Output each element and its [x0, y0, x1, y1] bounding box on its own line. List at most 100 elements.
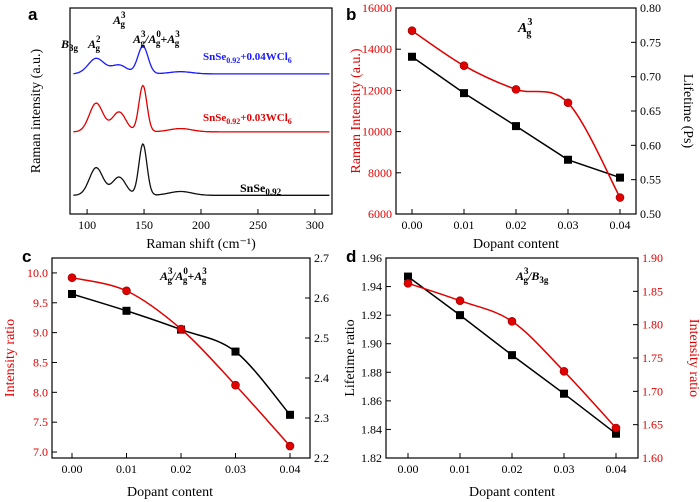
data-point-circle [611, 423, 621, 433]
x-axis-label-a: Raman shift (cm⁻¹) [146, 237, 256, 252]
x-axis-label-c: Dopant content [127, 485, 213, 500]
y-axis-left-label-c: Intensity ratio [3, 319, 18, 397]
y-tick-label-left: 8.5 [33, 355, 48, 369]
data-point-circle [563, 98, 573, 108]
series-c [67, 273, 295, 451]
y-axis-left-label-d: Lifetime ratio [343, 319, 358, 396]
data-point-square [560, 389, 568, 398]
y-tick-label-right: 1.60 [642, 451, 663, 465]
y-tick-label-right: 0.55 [640, 173, 661, 187]
data-point-circle [559, 367, 569, 376]
chart-title-d: A3 g/B3g [515, 266, 549, 285]
data-point-square [508, 351, 516, 360]
series-curve-black [71, 293, 291, 416]
y-tick-label-left: 9.0 [33, 326, 48, 340]
axes-b: 0.00 0.01 0.02 0.03 0.04 6000 8000 10000 12000 14… [362, 1, 661, 232]
x-tick-label: 0.04 [606, 462, 627, 476]
y-tick-label-left: 1.82 [361, 451, 382, 465]
data-point-circle [67, 273, 77, 283]
y-tick-label-right: 0.60 [640, 138, 661, 152]
axes-c: 0.00 0.01 0.02 0.03 0.04 7.0 7.5 8.0 8.5 9.0 9.5 10… [27, 251, 329, 476]
spectra-a [73, 45, 330, 196]
y-tick-label-left: 10.0 [27, 266, 48, 280]
data-point-circle [511, 85, 521, 94]
peak-label-b3g: B3g [60, 37, 79, 53]
plot-frame-c [51, 257, 311, 459]
y-tick-label-left: 1.96 [361, 251, 382, 265]
x-tick-label-a: 250 [249, 218, 267, 232]
y-tick-label-right: 1.70 [642, 384, 663, 398]
y-tick-label-right: 0.50 [640, 207, 661, 221]
y-tick-label-right: 1.80 [642, 318, 663, 332]
data-point-square [564, 155, 572, 164]
y-tick-label-left: 16000 [362, 1, 392, 15]
peak-label-ag3: A3 g [112, 10, 126, 29]
y-tick-label-left: 1.88 [361, 365, 382, 379]
y-tick-label-right: 2.6 [314, 291, 329, 305]
data-point-square [122, 306, 131, 315]
panel-c: 0.00 0.01 0.02 0.03 0.04 7.0 7.5 8.0 8.5 9.0 9.5 10… [3, 251, 329, 500]
x-axis-label-d: Dopant content [469, 485, 555, 500]
x-tick-label-a: 300 [306, 218, 324, 232]
x-tick-label: 0.00 [62, 462, 83, 476]
plot-frame-a [69, 7, 333, 215]
y-tick-label-left: 6000 [368, 207, 392, 221]
x-tick-label: 0.01 [450, 462, 471, 476]
x-axis-a: 100 150 200 250 300 [78, 209, 324, 232]
y-tick-label-right: 2.5 [314, 331, 329, 345]
data-point-circle [455, 296, 465, 305]
data-point-circle [507, 317, 517, 326]
x-axis-label-b: Dopant content [473, 237, 559, 252]
y-tick-label-left: 8000 [368, 166, 392, 180]
data-point-square [616, 173, 624, 182]
series-label-003: SnSe0.92+0.03WCl6 [203, 112, 292, 126]
data-point-square [612, 429, 620, 438]
series-b [407, 26, 625, 202]
y-tick-label-left: 1.86 [361, 394, 382, 408]
y-tick-label-right: 1.75 [642, 351, 663, 365]
panel-a: 100 150 200 250 300 Raman shift (cm⁻¹) Raman… [29, 7, 333, 252]
series-curve-red [71, 276, 291, 447]
panel-letter-a: a [28, 5, 38, 24]
spectrum-line [73, 84, 330, 133]
y-axis-label-a: Raman intensity (a.u.) [29, 48, 44, 173]
x-tick-label-a: 100 [78, 218, 96, 232]
y-tick-label-right: 1.85 [642, 284, 663, 298]
data-point-square [512, 122, 520, 131]
series-label-pure: SnSe0.92 [240, 181, 282, 197]
x-tick-label-a: 150 [135, 218, 153, 232]
data-point-circle [285, 441, 295, 451]
chart-title-b: A3 g [517, 17, 532, 39]
x-tick-label-a: 200 [192, 218, 210, 232]
series-line-black [411, 56, 621, 179]
y-tick-label-left: 12000 [362, 83, 392, 97]
spectrum-line [73, 143, 330, 196]
y-tick-label-right: 2.7 [314, 251, 329, 265]
data-point-square [404, 272, 412, 281]
series-label-004: SnSe0.92+0.04WCl6 [203, 51, 292, 65]
data-point-circle [231, 380, 240, 390]
x-tick-label: 0.04 [280, 462, 301, 476]
x-tick-label: 0.02 [171, 462, 192, 476]
y-tick-label-right: 2.4 [314, 371, 329, 385]
series-curve-red [411, 30, 621, 198]
axes-d: 0.00 0.01 0.02 0.03 0.04 1.82 1.84 1.86 1.88 1.90… [361, 251, 663, 476]
y-tick-label-left: 1.90 [361, 337, 382, 351]
y-axis-right-label-d: Intensity ratio [686, 319, 700, 397]
x-tick-label: 0.00 [402, 218, 423, 232]
y-tick-label-left: 7.5 [33, 415, 48, 429]
x-tick-label: 0.00 [398, 462, 419, 476]
peak-label-ag2: A2 g [87, 34, 101, 53]
data-point-circle [122, 286, 131, 296]
y-axis-left-label-b: Raman Intensity (a.u.) [349, 48, 364, 174]
y-tick-label-right: 1.90 [642, 251, 663, 265]
y-tick-label-left: 1.94 [361, 280, 382, 294]
spectrum-line [73, 45, 330, 75]
data-point-circle [459, 61, 469, 70]
y-tick-label-right: 2.3 [314, 411, 329, 425]
y-tick-label-left: 10000 [362, 125, 392, 139]
x-tick-label: 0.04 [610, 218, 631, 232]
y-tick-label-right: 0.65 [640, 104, 661, 118]
chart-title-c: A3 g/A0 g+A3 g [159, 266, 207, 285]
